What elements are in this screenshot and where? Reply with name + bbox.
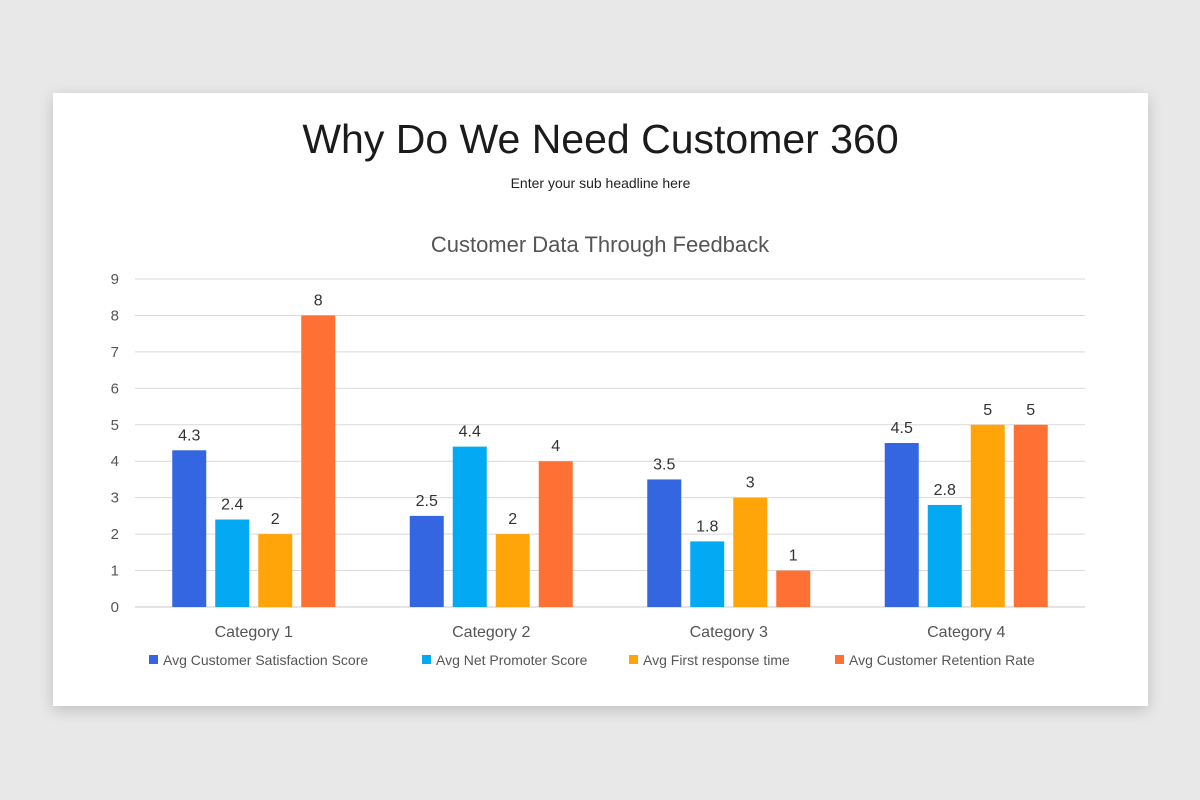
bar [733, 497, 768, 607]
slide-subtitle: Enter your sub headline here [510, 175, 691, 191]
slide-title: Why Do We Need Customer 360 [302, 116, 899, 162]
bar [301, 315, 336, 607]
legend-label: Avg Customer Satisfaction Score [163, 652, 368, 668]
data-label: 1.8 [696, 518, 718, 535]
legend: Avg Customer Satisfaction Score Avg Net P… [149, 652, 1035, 668]
bar [1013, 424, 1048, 607]
x-tick-label: Category 2 [452, 624, 530, 641]
y-tick-label: 8 [111, 307, 119, 324]
bar-chart: Customer Data Through Feedback 0 1 2 3 4 5 6 7 8… [111, 232, 1085, 668]
data-label: 5 [983, 402, 992, 419]
legend-swatch [422, 655, 431, 664]
data-label: 4.5 [891, 420, 913, 437]
data-label: 4.3 [178, 427, 200, 444]
y-tick-label: 4 [111, 453, 119, 470]
legend-label: Avg Net Promoter Score [436, 652, 588, 668]
y-tick-label: 9 [111, 271, 119, 288]
bar [452, 446, 487, 607]
y-tick-label: 1 [111, 563, 119, 580]
y-tick-label: 2 [111, 526, 119, 543]
data-label: 2 [271, 511, 280, 528]
legend-label: Avg First response time [643, 652, 790, 668]
legend-label: Avg Customer Retention Rate [849, 652, 1035, 668]
bar [776, 570, 811, 607]
bars [172, 315, 1048, 607]
data-label: 3.5 [653, 456, 675, 473]
y-tick-label: 7 [111, 344, 119, 361]
slide: Why Do We Need Customer 360 Enter your s… [53, 93, 1148, 706]
y-tick-label: 5 [111, 417, 119, 434]
chart-title: Customer Data Through Feedback [431, 232, 770, 257]
bar [927, 504, 962, 607]
bar [538, 461, 573, 607]
bar [215, 519, 250, 607]
data-label: 2.5 [416, 493, 438, 510]
legend-swatch [149, 655, 158, 664]
x-tick-label: Category 3 [690, 624, 768, 641]
data-label: 4 [551, 438, 560, 455]
bar [495, 534, 530, 607]
data-labels: 4.3 2.4 2 8 2.5 4.4 2 4 3.5 1.8 3 1 4.5 2.8 5 5 [178, 292, 1035, 564]
legend-swatch [629, 655, 638, 664]
data-label: 2.4 [221, 497, 243, 514]
bar [690, 541, 725, 607]
y-tick-label: 6 [111, 380, 119, 397]
bar [409, 515, 444, 607]
bar [258, 534, 293, 607]
legend-swatch [835, 655, 844, 664]
gridlines [135, 278, 1085, 608]
bar [970, 424, 1005, 607]
bar [172, 450, 207, 607]
bar [884, 443, 919, 607]
y-tick-label: 3 [111, 490, 119, 507]
bar [647, 479, 682, 607]
data-label: 3 [746, 475, 755, 492]
x-tick-label: Category 1 [215, 624, 293, 641]
data-label: 2.8 [934, 482, 956, 499]
x-axis-ticks: Category 1 Category 2 Category 3 Category 4 [215, 624, 1006, 641]
y-axis-ticks: 0 1 2 3 4 5 6 7 8 9 [111, 271, 119, 616]
data-label: 4.4 [459, 424, 481, 441]
data-label: 2 [508, 511, 517, 528]
data-label: 8 [314, 292, 323, 309]
data-label: 1 [789, 548, 798, 565]
data-label: 5 [1026, 402, 1035, 419]
y-tick-label: 0 [111, 599, 119, 616]
x-tick-label: Category 4 [927, 624, 1005, 641]
